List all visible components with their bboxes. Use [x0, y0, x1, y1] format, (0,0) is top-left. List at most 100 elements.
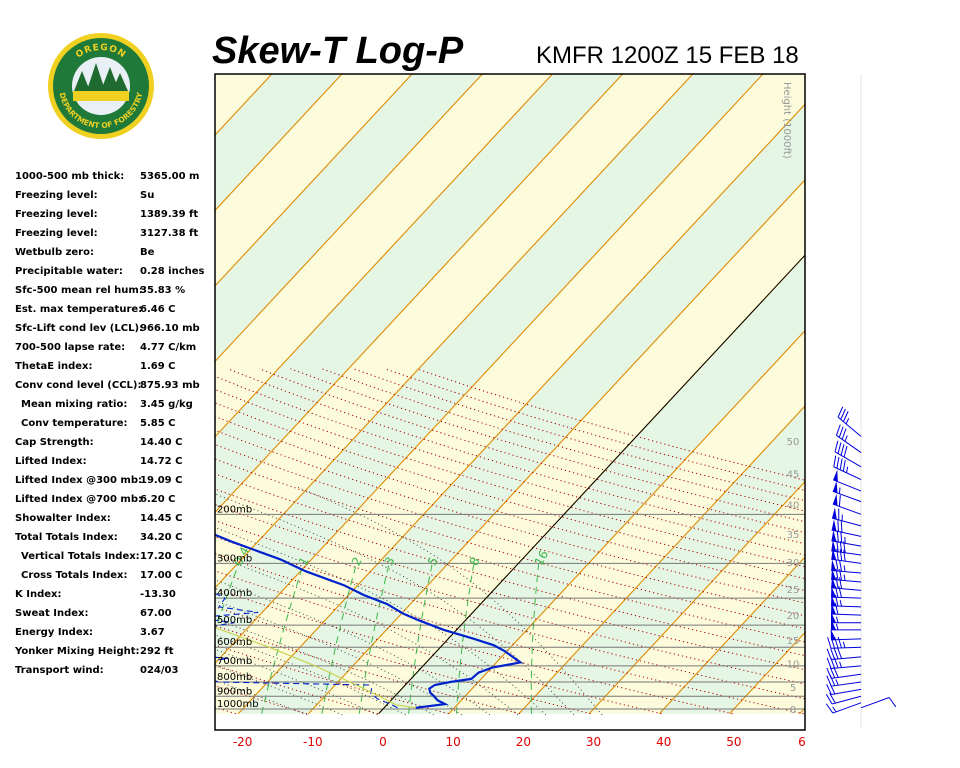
index-row: Conv temperature: 5.85 C	[15, 414, 211, 433]
pressure-label: 1000mb	[217, 699, 259, 710]
index-value: 6.46 C	[140, 304, 176, 315]
mixing-ratio-line	[530, 563, 540, 714]
wind-barb-feather	[827, 637, 832, 649]
index-value: 19.09 C	[140, 475, 183, 486]
pressure-label: 500mb	[217, 615, 252, 626]
wind-barb-staff	[831, 540, 862, 547]
isotherm-line	[215, 74, 553, 438]
index-label: Freezing level:	[15, 228, 98, 239]
index-label: Freezing level:	[15, 190, 98, 201]
wind-barb-feather	[826, 684, 832, 695]
index-value: 875.93 mb	[140, 380, 200, 391]
height-tick-label: 50	[787, 437, 800, 448]
isotherm-line	[215, 74, 764, 664]
index-value: 14.45 C	[140, 513, 183, 524]
index-value: 024/03	[140, 665, 179, 676]
wind-barb-half-feather	[836, 623, 839, 631]
wind-barb-half-feather	[836, 616, 839, 623]
index-value: Be	[140, 247, 155, 258]
index-row: Lifted Index: 14.72 C	[15, 452, 211, 471]
logo-ground	[73, 91, 129, 101]
index-value: 1389.39 ft	[140, 209, 199, 220]
isotherm-line	[215, 74, 694, 589]
index-row: Transport wind: 024/03	[15, 661, 211, 680]
wind-barb	[831, 576, 862, 591]
temperature-tick-label: 30	[586, 735, 601, 749]
wind-barb-feather	[829, 667, 836, 679]
wind-barb-feather	[836, 457, 840, 469]
chart-title: Skew-T Log-P	[212, 30, 464, 72]
wind-barb-half-feather	[838, 487, 841, 494]
pressure-label: 700mb	[217, 656, 252, 667]
dry-adiabat	[215, 570, 733, 715]
oregon-forestry-logo: OREGON DEPARTMENT OF FORESTRY	[48, 33, 154, 139]
index-label: Conv temperature:	[21, 418, 128, 429]
wind-barb-half-feather	[839, 661, 843, 668]
index-label: Total Totals Index:	[15, 532, 118, 543]
index-value: 3.45 g/kg	[140, 399, 193, 410]
index-value: 14.40 C	[140, 437, 183, 448]
height-tick-label: 30	[787, 558, 800, 569]
index-value: 6.20 C	[140, 494, 176, 505]
index-row: 700-500 lapse rate: 4.77 C/km	[15, 338, 211, 357]
wind-barb-staff	[833, 466, 862, 480]
wind-barb	[831, 530, 862, 547]
isotherm-line	[0, 74, 202, 714]
pressure-label: 900mb	[217, 686, 252, 697]
wind-barb-staff	[831, 578, 862, 583]
wind-barb-flag	[832, 493, 838, 506]
wind-barb-half-feather	[843, 574, 846, 581]
index-label: Energy Index:	[15, 627, 94, 638]
pressure-label: 600mb	[217, 637, 252, 648]
wind-barb-feather	[842, 411, 849, 422]
wind-barb-flag	[831, 568, 837, 580]
wind-barb-feather	[834, 440, 839, 452]
wind-barb-feather	[837, 520, 840, 532]
wind-barb-flag	[831, 559, 837, 571]
pressure-label: 300mb	[217, 553, 252, 564]
index-label: ThetaE index:	[15, 361, 93, 372]
wind-barb	[827, 636, 862, 649]
wind-barb-feather	[840, 531, 843, 543]
index-label: Vertical Totals Index:	[21, 551, 140, 562]
isotherm-line	[0, 74, 131, 714]
index-label: Conv cond level (CCL):	[15, 380, 142, 391]
wind-barb	[831, 559, 862, 574]
index-label: K Index:	[15, 589, 62, 600]
wind-barb-half-feather	[845, 418, 850, 425]
wind-barb	[826, 647, 862, 661]
wind-barb-half-feather	[835, 679, 839, 686]
wind-barb-feather	[837, 406, 844, 418]
index-row: ThetaE index: 1.69 C	[15, 357, 211, 376]
wind-barb-staff	[831, 558, 862, 564]
index-label: Wetbulb zero:	[15, 247, 94, 258]
height-tick-label: 15	[787, 636, 800, 647]
wind-barb-staff	[831, 695, 862, 705]
mixing-ratio-line	[358, 563, 390, 714]
wind-barb-feather	[826, 667, 832, 679]
index-row: Freezing level: Su	[15, 186, 211, 205]
wind-barb-feather	[841, 428, 847, 440]
wind-barb-half-feather	[839, 600, 843, 607]
height-tick-label: 40	[787, 501, 800, 512]
mixing-ratio-line	[408, 563, 433, 714]
wind-barb-feather	[840, 444, 845, 456]
wind-barb	[832, 469, 862, 492]
index-label: Freezing level:	[15, 209, 98, 220]
index-value: 3.67	[140, 627, 165, 638]
index-label: 700-500 lapse rate:	[15, 342, 126, 353]
isotherm-line	[307, 178, 805, 715]
index-row: Wetbulb zero: Be	[15, 243, 211, 262]
index-label: Mean mixing ratio:	[21, 399, 128, 410]
wind-barb	[831, 507, 862, 527]
wind-barb-flag	[832, 507, 837, 520]
temperature-band	[0, 74, 202, 714]
wind-barb-feather	[888, 697, 897, 708]
wind-barb-staff	[831, 605, 862, 608]
dry-adiabat	[215, 625, 520, 715]
moist-adiabat	[215, 618, 434, 716]
wind-barb-feather	[842, 459, 846, 472]
index-row: Cap Strength: 14.40 C	[15, 433, 211, 452]
mixing-ratio-line	[456, 563, 475, 714]
